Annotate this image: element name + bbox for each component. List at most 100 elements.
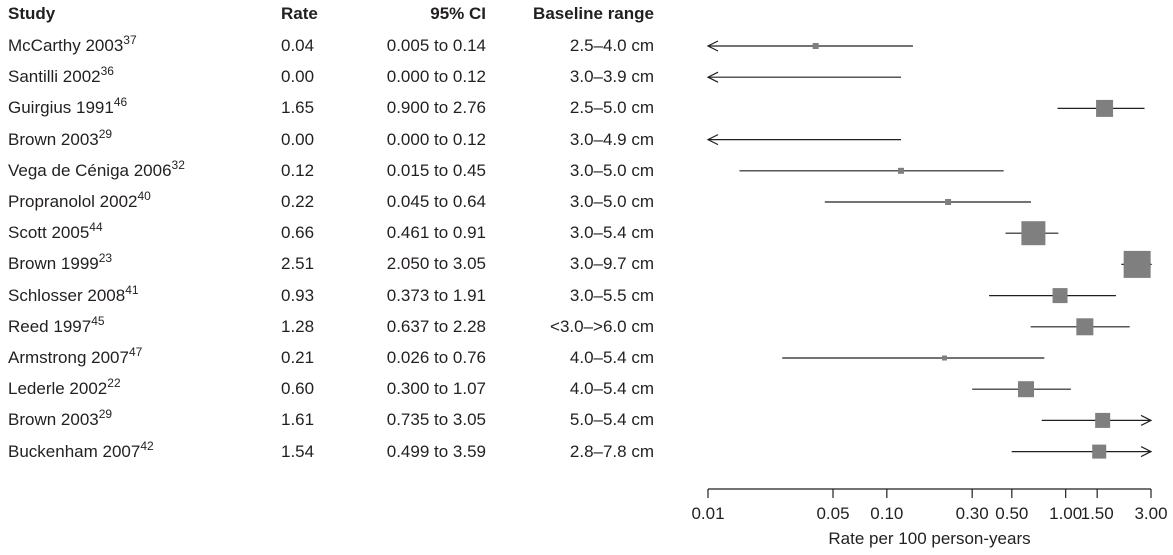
ci-arrow-right [1140,414,1153,426]
baseline-range-value: 4.0–5.4 cm [569,348,654,367]
point-estimate-marker [1123,250,1151,278]
baseline-range-value: 2.5–4.0 cm [569,36,654,55]
reference-number: 22 [107,376,121,391]
baseline-range-value: 3.0–5.0 cm [569,160,654,180]
ci-arrow-left [706,40,719,52]
rate-value: 0.12 [281,160,315,180]
ci-value: 0.373 to 1.91 [386,285,486,305]
ci-value: 0.735 to 3.05 [386,410,486,430]
study-name: McCarthy 200337 [8,33,137,56]
study-name: Propranolol 200240 [8,190,151,212]
ci-value: 0.000 to 0.12 [386,129,486,149]
reference-number: 23 [98,251,113,266]
reference-number: 45 [91,313,105,328]
reference-number: 32 [171,157,185,172]
point-estimate-marker [812,43,819,49]
reference-number: 44 [89,220,103,235]
study-name: Lederle 200222 [8,376,121,399]
rate-value: 1.61 [281,410,315,430]
x-tick-label: 0.30 [956,504,989,523]
study-label: Lederle 2002 [8,379,108,399]
column-header-baseline-range: Baseline range [533,4,654,23]
study-label: Armstrong 2007 [8,348,129,367]
baseline-range-value: 3.0–9.7 cm [569,254,654,274]
study-name: Santilli 200236 [8,64,114,87]
rate-value: 0.00 [281,129,315,149]
rate-value: 0.00 [281,67,315,87]
rate-value: 0.21 [281,348,315,367]
point-estimate-marker [897,167,904,174]
x-tick-label: 0.10 [870,504,903,523]
reference-number: 29 [98,126,113,141]
study-name: Vega de Céniga 200632 [8,157,185,181]
ci-value: 0.005 to 0.14 [386,36,486,55]
column-header-rate: Rate [281,4,318,23]
reference-number: 41 [125,282,139,297]
rate-value: 0.04 [281,36,315,55]
baseline-range-value: 3.0–3.9 cm [569,67,654,87]
study-label: Schlosser 2008 [8,285,126,305]
ci-value: 0.015 to 0.45 [386,160,486,180]
study-label: Reed 1997 [8,316,92,336]
ci-arrow-right [1140,446,1153,458]
ci-value: 0.461 to 0.91 [386,223,486,243]
study-name: Brown 199923 [8,251,113,274]
x-tick-label: 0.01 [691,504,724,523]
column-header-study: Study [8,4,56,23]
point-estimate-marker [1021,221,1046,246]
rate-value: 0.66 [281,223,315,243]
baseline-range-value: 3.0–5.0 cm [569,192,654,211]
study-label: Vega de Céniga 2006 [8,160,172,180]
reference-number: 36 [100,64,114,79]
ci-arrow-left [706,134,719,146]
x-tick-label: 1.50 [1081,504,1114,523]
x-axis-title: Rate per 100 person-years [828,529,1030,548]
point-estimate-marker [1092,444,1107,459]
ci-value: 0.000 to 0.12 [386,67,486,87]
rate-value: 1.65 [281,98,315,118]
study-label: Propranolol 2002 [8,192,138,211]
baseline-range-value: <3.0–>6.0 cm [550,316,654,336]
x-tick-label: 3.00 [1134,504,1167,523]
reference-number: 29 [98,407,113,422]
x-tick-label: 1.00 [1049,504,1082,523]
column-header-ci: 95% CI [430,4,486,23]
rate-value: 0.93 [281,285,315,305]
ci-value: 2.050 to 3.05 [386,254,486,274]
point-estimate-marker [1095,412,1111,428]
x-tick-label: 0.05 [816,504,849,523]
study-label: Santilli 2002 [8,67,101,87]
study-name: Schlosser 200841 [8,282,139,306]
ci-value: 0.900 to 2.76 [386,98,486,118]
study-name: Armstrong 200747 [8,346,142,368]
study-label: Buckenham 2007 [8,441,141,461]
study-label: McCarthy 2003 [8,36,124,55]
baseline-range-value: 5.0–5.4 cm [569,410,654,430]
study-label: Brown 2003 [8,410,99,430]
point-estimate-marker [1076,318,1094,336]
study-name: Brown 200329 [8,126,113,150]
point-estimate-marker [1052,288,1068,304]
rate-value: 1.28 [281,316,315,336]
study-name: Reed 199745 [8,313,105,337]
study-name: Guirgius 199146 [8,96,127,118]
ci-value: 0.637 to 2.28 [386,316,486,336]
x-tick-label: 0.50 [995,504,1028,523]
baseline-range-value: 3.0–4.9 cm [569,129,654,149]
study-name: Buckenham 200742 [8,438,154,462]
point-estimate-marker [1017,381,1034,398]
ci-value: 0.026 to 0.76 [386,348,486,367]
study-label: Scott 2005 [8,223,90,243]
study-name: Scott 200544 [8,220,103,243]
ci-value: 0.499 to 3.59 [386,441,486,461]
study-label: Brown 2003 [8,129,99,149]
baseline-range-value: 3.0–5.4 cm [569,223,654,243]
point-estimate-marker [945,199,952,205]
reference-number: 37 [123,33,137,47]
point-estimate-marker [941,355,947,361]
point-estimate-marker [1096,99,1114,117]
rate-value: 2.51 [281,254,315,274]
study-label: Brown 1999 [8,254,99,274]
reference-number: 42 [140,438,154,453]
